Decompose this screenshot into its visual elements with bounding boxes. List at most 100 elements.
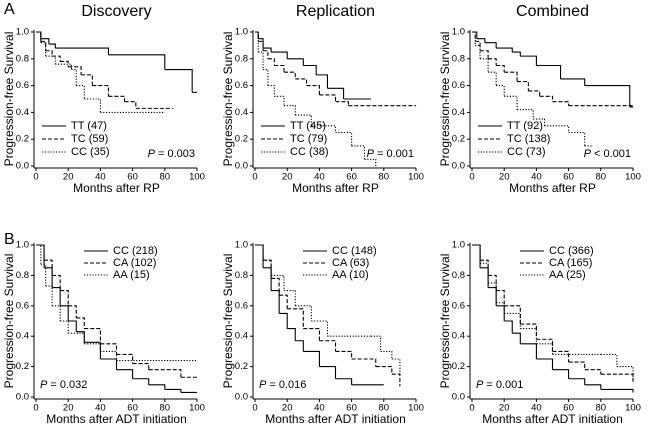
x-tick-label: 40 (531, 403, 542, 414)
y-tick-label: 0.6 (452, 300, 465, 311)
km-step (319, 94, 337, 102)
chart-title: Replication (296, 3, 375, 20)
km-step (258, 40, 264, 51)
y-tick-label: 0.0 (16, 392, 29, 403)
legend-label: CA (102) (113, 257, 156, 269)
km-step (539, 95, 554, 102)
y-axis-label: Progression-free Survival (438, 32, 452, 167)
x-axis-label: Months after ADT initiation (265, 412, 406, 426)
km-step (504, 312, 521, 329)
km-step (274, 64, 285, 73)
km-step (84, 328, 101, 344)
km-step (60, 60, 69, 67)
km-step (533, 118, 545, 126)
km-step (536, 64, 562, 79)
km-step (263, 259, 272, 279)
legend-label: AA (15) (113, 269, 150, 281)
y-tick-label: 0.6 (235, 80, 248, 91)
y-tick-label: 1.0 (16, 27, 29, 38)
legend-label: CC (35) (71, 146, 110, 158)
km-step (45, 285, 53, 306)
legend-label: TT (45) (290, 120, 326, 132)
km-step (472, 31, 476, 42)
x-tick-label: 80 (596, 403, 607, 414)
x-tick-label: 40 (314, 172, 325, 183)
km-step (60, 305, 69, 321)
km-curve (255, 244, 401, 387)
km-curve (36, 31, 197, 93)
km-step (258, 38, 264, 49)
p-symbol: P (40, 379, 48, 391)
km-step (295, 305, 312, 321)
km-step (536, 358, 554, 370)
km-step (100, 343, 118, 355)
y-tick-label: 0.4 (235, 107, 248, 118)
km-step (552, 369, 570, 379)
p-text: < 0.001 (594, 148, 631, 160)
km-step (148, 384, 166, 390)
km-step (536, 338, 554, 352)
km-step (52, 274, 61, 291)
km-step (108, 95, 126, 102)
km-step (92, 85, 109, 97)
km-step (520, 55, 537, 66)
km-step (496, 305, 505, 321)
y-tick-label: 0.8 (235, 270, 248, 281)
km-step (327, 87, 345, 99)
km-step (287, 58, 304, 66)
y-tick-label: 0.4 (16, 107, 29, 118)
km-step (496, 64, 505, 73)
km-curve (255, 31, 371, 100)
y-tick-label: 0.8 (452, 53, 465, 64)
km-step (311, 320, 328, 337)
km-step (40, 40, 47, 51)
p-text: = 0.016 (269, 379, 306, 391)
legend-label: CC (38) (290, 146, 329, 158)
km-step (40, 42, 47, 57)
km-step (271, 51, 288, 59)
km-step (335, 350, 353, 359)
km-curve (36, 31, 165, 113)
km-step (303, 350, 320, 367)
km-step (76, 85, 85, 99)
km-step (45, 50, 53, 57)
y-tick-label: 0.2 (235, 361, 248, 372)
km-step (287, 328, 296, 341)
legend-label: AA (25) (549, 269, 586, 281)
km-step (71, 68, 77, 86)
x-tick-label: 60 (563, 403, 574, 414)
km-step (283, 290, 296, 306)
x-tick-label: 40 (314, 403, 325, 414)
legend-label: CA (63) (332, 257, 369, 269)
y-tick-label: 0.0 (452, 161, 465, 172)
km-step (132, 378, 150, 385)
km-step (108, 54, 166, 70)
km-step (517, 81, 529, 91)
x-tick-label: 0 (469, 403, 474, 414)
km-step (295, 114, 312, 126)
x-tick-label: 80 (379, 403, 390, 414)
legend-label: CC (148) (332, 245, 377, 257)
km-step (488, 71, 497, 86)
km-curve (472, 31, 633, 107)
x-axis-label: Months after RP (292, 181, 379, 195)
km-step (552, 350, 570, 363)
km-step (84, 98, 101, 113)
km-step (68, 332, 85, 344)
panel-label: A (4, 1, 15, 18)
p-symbol: P (148, 148, 156, 160)
km-step (351, 145, 366, 160)
km-step (164, 68, 193, 93)
x-axis-label: Months after RP (509, 181, 596, 195)
km-step (472, 31, 478, 39)
y-axis-label: Progression-free Survival (2, 32, 16, 167)
y-tick-label: 1.0 (452, 240, 465, 251)
km-step (271, 277, 280, 296)
y-tick-label: 0.4 (16, 331, 29, 342)
km-step (36, 244, 42, 265)
km-curve (255, 244, 401, 375)
km-step (48, 43, 56, 49)
km-curve (255, 31, 416, 107)
km-step (55, 47, 109, 55)
chart-title: Combined (516, 3, 589, 20)
